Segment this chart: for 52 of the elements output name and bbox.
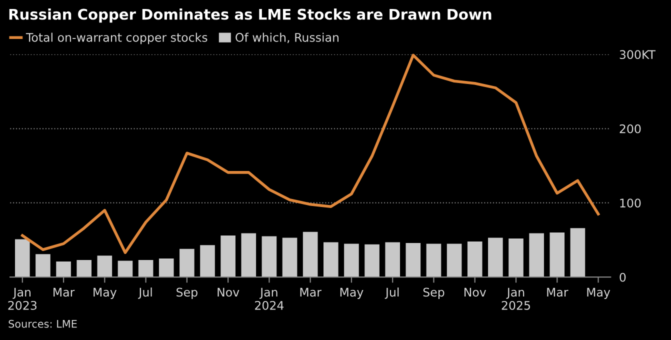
- y-tick-label: 200: [620, 124, 641, 134]
- chart-title: Russian Copper Dominates as LME Stocks are Drawn Down: [9, 8, 492, 23]
- bar: [118, 260, 133, 278]
- x-tick-label: May: [587, 288, 610, 299]
- x-tick-label: Mar: [300, 288, 322, 297]
- bar: [467, 241, 482, 278]
- y-tick-label: 100: [620, 198, 641, 208]
- x-tick-label: Jan 2023: [8, 288, 36, 310]
- bar: [97, 256, 112, 278]
- x-tick-label: May: [94, 288, 117, 299]
- source-note: Sources: LME: [8, 320, 77, 328]
- bar: [220, 236, 236, 278]
- bar: [324, 242, 338, 278]
- x-tick-label: Sep: [176, 288, 198, 299]
- bar: [550, 232, 565, 278]
- bar: [36, 254, 50, 278]
- x-tick-label: Mar: [547, 288, 568, 297]
- bar: [180, 248, 194, 278]
- x-tick-label: Mar: [54, 288, 75, 297]
- bar: [426, 244, 442, 278]
- bar: [76, 260, 92, 278]
- line-series: [21, 54, 600, 254]
- x-tick-label: Jan 2025: [502, 288, 530, 310]
- bar: [385, 242, 400, 278]
- x-tick-label: May: [340, 288, 364, 299]
- bar: [302, 232, 318, 278]
- bar: [364, 244, 380, 278]
- bar: [241, 233, 256, 278]
- bar: [262, 236, 277, 278]
- x-tick-label: Jul: [384, 288, 399, 299]
- legend-label: Of which, Russian: [236, 32, 338, 44]
- bar: [158, 258, 174, 278]
- bar: [529, 233, 544, 278]
- bar: [488, 238, 503, 278]
- bar: [15, 239, 30, 278]
- x-tick-label: Nov: [464, 288, 486, 297]
- x-tick-label: Nov: [218, 288, 240, 297]
- bar: [344, 244, 359, 278]
- x-tick-label: Jul: [138, 288, 152, 299]
- y-tick-label: 0: [620, 272, 626, 282]
- legend-label: Total on-warrant copper stocks: [26, 32, 208, 44]
- bar: [406, 242, 421, 278]
- bar: [138, 260, 154, 278]
- y-tick-label: 300KT: [620, 50, 656, 60]
- bar: [56, 262, 71, 278]
- bar: [200, 245, 215, 278]
- bar: [446, 244, 462, 278]
- bar: [570, 228, 586, 278]
- bar: [508, 238, 524, 278]
- bar: [282, 238, 298, 278]
- x-tick-label: Sep: [423, 288, 444, 299]
- x-tick-label: Jan 2024: [255, 288, 284, 310]
